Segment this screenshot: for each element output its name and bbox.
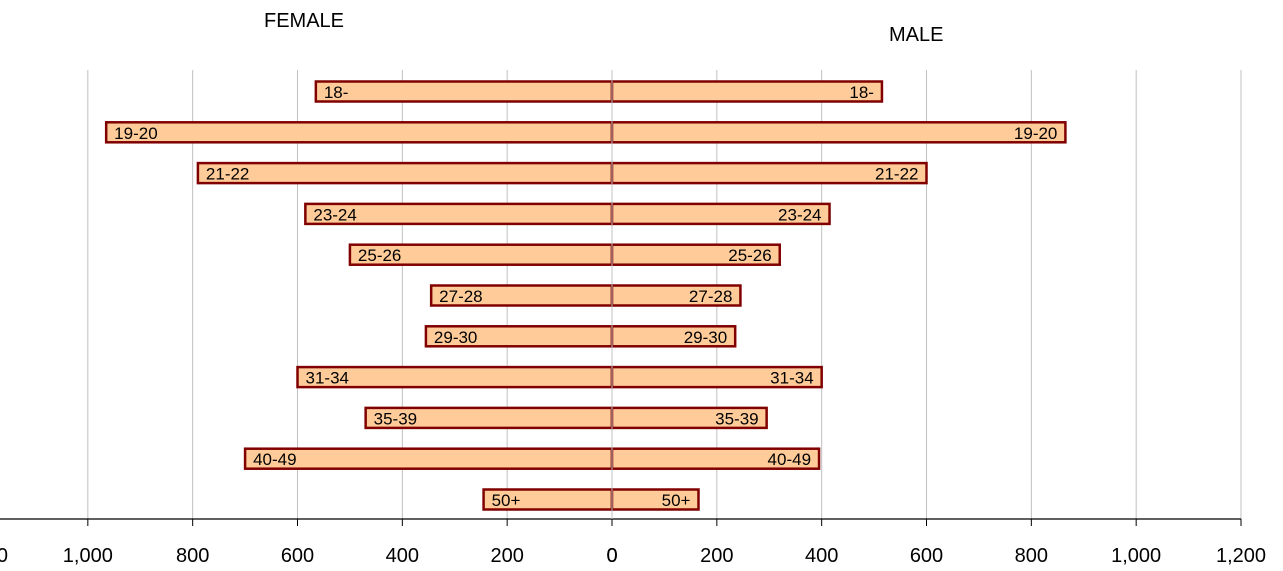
bar-label-female: 23-24	[313, 205, 356, 224]
bar-label-male: 40-49	[768, 450, 811, 469]
female-side-title: FEMALE	[264, 10, 345, 32]
male-side-title: MALE	[889, 24, 944, 46]
bar-male	[610, 121, 1067, 144]
x-tick-label-female: 0	[606, 545, 617, 567]
bar-label-female: 27-28	[439, 287, 482, 306]
bar-label-female: 25-26	[358, 246, 401, 265]
bar-male	[610, 80, 884, 103]
bar-label-female: 31-34	[306, 369, 349, 388]
bar-label-male: 25-26	[728, 246, 771, 265]
x-tick-label-male: 0	[606, 545, 617, 567]
bar-label-male: 50+	[662, 491, 691, 510]
x-tick-label-male: 1,000	[1111, 545, 1161, 567]
bar-female	[196, 161, 614, 185]
x-tick-label-male: 600	[910, 545, 943, 567]
bar-label-female: 19-20	[114, 124, 157, 143]
x-tick-label-male: 800	[1015, 545, 1048, 567]
bar-label-female: 50+	[492, 491, 521, 510]
x-tick-label-female: 800	[176, 545, 209, 567]
bar-label-male: 29-30	[684, 328, 727, 347]
bar-label-male: 21-22	[875, 165, 918, 184]
x-tick-label-female: 400	[386, 545, 419, 567]
bar-female	[104, 121, 614, 144]
bar-label-female: 29-30	[434, 328, 477, 347]
x-tick-label-female: 1,200	[0, 545, 8, 567]
bar-label-male: 19-20	[1014, 124, 1057, 143]
bar-label-female: 21-22	[206, 165, 249, 184]
bar-label-male: 31-34	[770, 369, 813, 388]
x-tick-label-male: 200	[700, 545, 733, 567]
bar-label-female: 40-49	[253, 450, 296, 469]
x-tick-label-female: 600	[281, 545, 314, 567]
bar-label-male: 35-39	[715, 409, 758, 428]
x-tick-label-female: 200	[490, 545, 523, 567]
x-tick-label-male: 1,200	[1216, 545, 1266, 567]
bar-female	[243, 447, 614, 470]
x-tick-label-female: 1,000	[63, 545, 113, 567]
bar-label-male: 23-24	[778, 205, 821, 224]
bar-label-male: 18-	[849, 83, 874, 102]
bar-label-female: 18-	[324, 83, 349, 102]
bar-female	[314, 80, 614, 103]
bar-label-female: 35-39	[374, 409, 417, 428]
bar-label-male: 27-28	[689, 287, 732, 306]
x-tick-label-male: 400	[805, 545, 838, 567]
